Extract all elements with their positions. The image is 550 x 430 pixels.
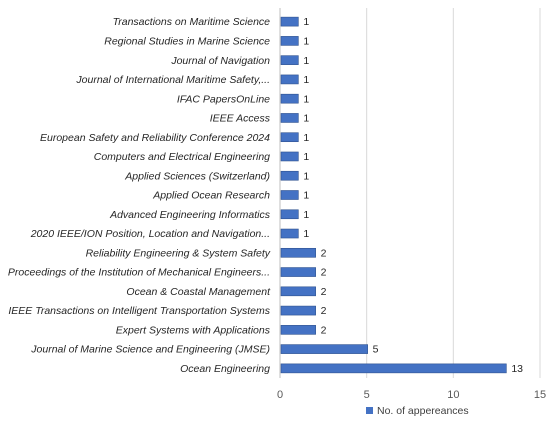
data-label: 2	[321, 324, 327, 336]
data-label: 2	[321, 247, 327, 259]
bar	[280, 209, 299, 220]
category-labels: Transactions on Maritime Science Regional…	[8, 16, 271, 375]
bar	[280, 170, 299, 181]
category-label: Advanced Engineering Informatics	[109, 209, 271, 221]
legend: No. of appereances	[366, 405, 469, 417]
bar	[280, 363, 507, 374]
data-label: 1	[303, 16, 309, 28]
category-label: Journal of International Maritime Safety…	[75, 74, 270, 86]
category-label: Journal of Navigation	[170, 55, 270, 67]
data-label: 1	[303, 228, 309, 240]
bar	[280, 74, 299, 85]
bar	[280, 344, 368, 354]
category-label: Reliability Engineering & System Safety	[86, 247, 271, 259]
bar	[280, 151, 299, 162]
x-tick-label: 5	[364, 389, 370, 401]
category-label: European Safety and Reliability Conferen…	[40, 132, 270, 144]
x-axis-ticks: 0 5 10 15	[277, 389, 546, 401]
data-label: 13	[511, 363, 523, 375]
category-label: Expert Systems with Applications	[116, 324, 271, 336]
bar	[280, 247, 316, 258]
bar	[280, 325, 316, 335]
bar	[280, 228, 299, 239]
category-label: Applied Sciences (Switzerland)	[124, 170, 270, 182]
category-label: Applied Ocean Research	[152, 190, 270, 202]
bar	[280, 190, 299, 200]
category-label: Computers and Electrical Engineering	[94, 151, 270, 163]
category-label: Ocean Engineering	[180, 363, 270, 375]
data-label: 2	[321, 305, 327, 317]
data-label: 1	[303, 151, 309, 163]
bar	[280, 93, 299, 104]
x-tick-label: 0	[277, 389, 283, 401]
data-label: 2	[321, 267, 327, 279]
data-label: 5	[373, 344, 379, 356]
category-label: Journal of Marine Science and Engineerin…	[30, 344, 270, 356]
category-label: Transactions on Maritime Science	[113, 16, 271, 28]
category-label: IFAC PapersOnLine	[177, 93, 270, 105]
data-label: 2	[321, 286, 327, 298]
data-label: 1	[303, 190, 309, 202]
category-label: IEEE Access	[210, 113, 271, 125]
bar	[280, 305, 316, 316]
data-label: 1	[303, 170, 309, 182]
x-tick-label: 15	[534, 389, 546, 401]
bar	[280, 36, 299, 46]
data-label: 1	[303, 113, 309, 125]
bar	[280, 55, 299, 65]
data-label: 1	[303, 55, 309, 67]
data-label: 1	[303, 209, 309, 221]
bar	[280, 132, 299, 143]
bar	[280, 16, 299, 27]
bar	[280, 113, 299, 123]
bar	[280, 286, 316, 297]
legend-swatch	[366, 407, 373, 414]
category-label: Proceedings of the Institution of Mechan…	[8, 267, 270, 279]
gridlines	[279, 8, 541, 378]
category-label: IEEE Transactions on Intelligent Transpo…	[8, 305, 270, 317]
data-label: 1	[303, 132, 309, 144]
x-tick-label: 10	[447, 389, 459, 401]
data-label: 1	[303, 35, 309, 47]
category-label: Ocean & Coastal Management	[126, 286, 271, 298]
data-label: 1	[303, 93, 309, 105]
legend-label: No. of appereances	[377, 405, 469, 417]
data-label: 1	[303, 74, 309, 86]
category-label: 2020 IEEE/ION Position, Location and Nav…	[30, 228, 270, 240]
category-label: Regional Studies in Marine Science	[104, 35, 270, 47]
bar	[280, 267, 316, 277]
bars	[280, 16, 507, 374]
